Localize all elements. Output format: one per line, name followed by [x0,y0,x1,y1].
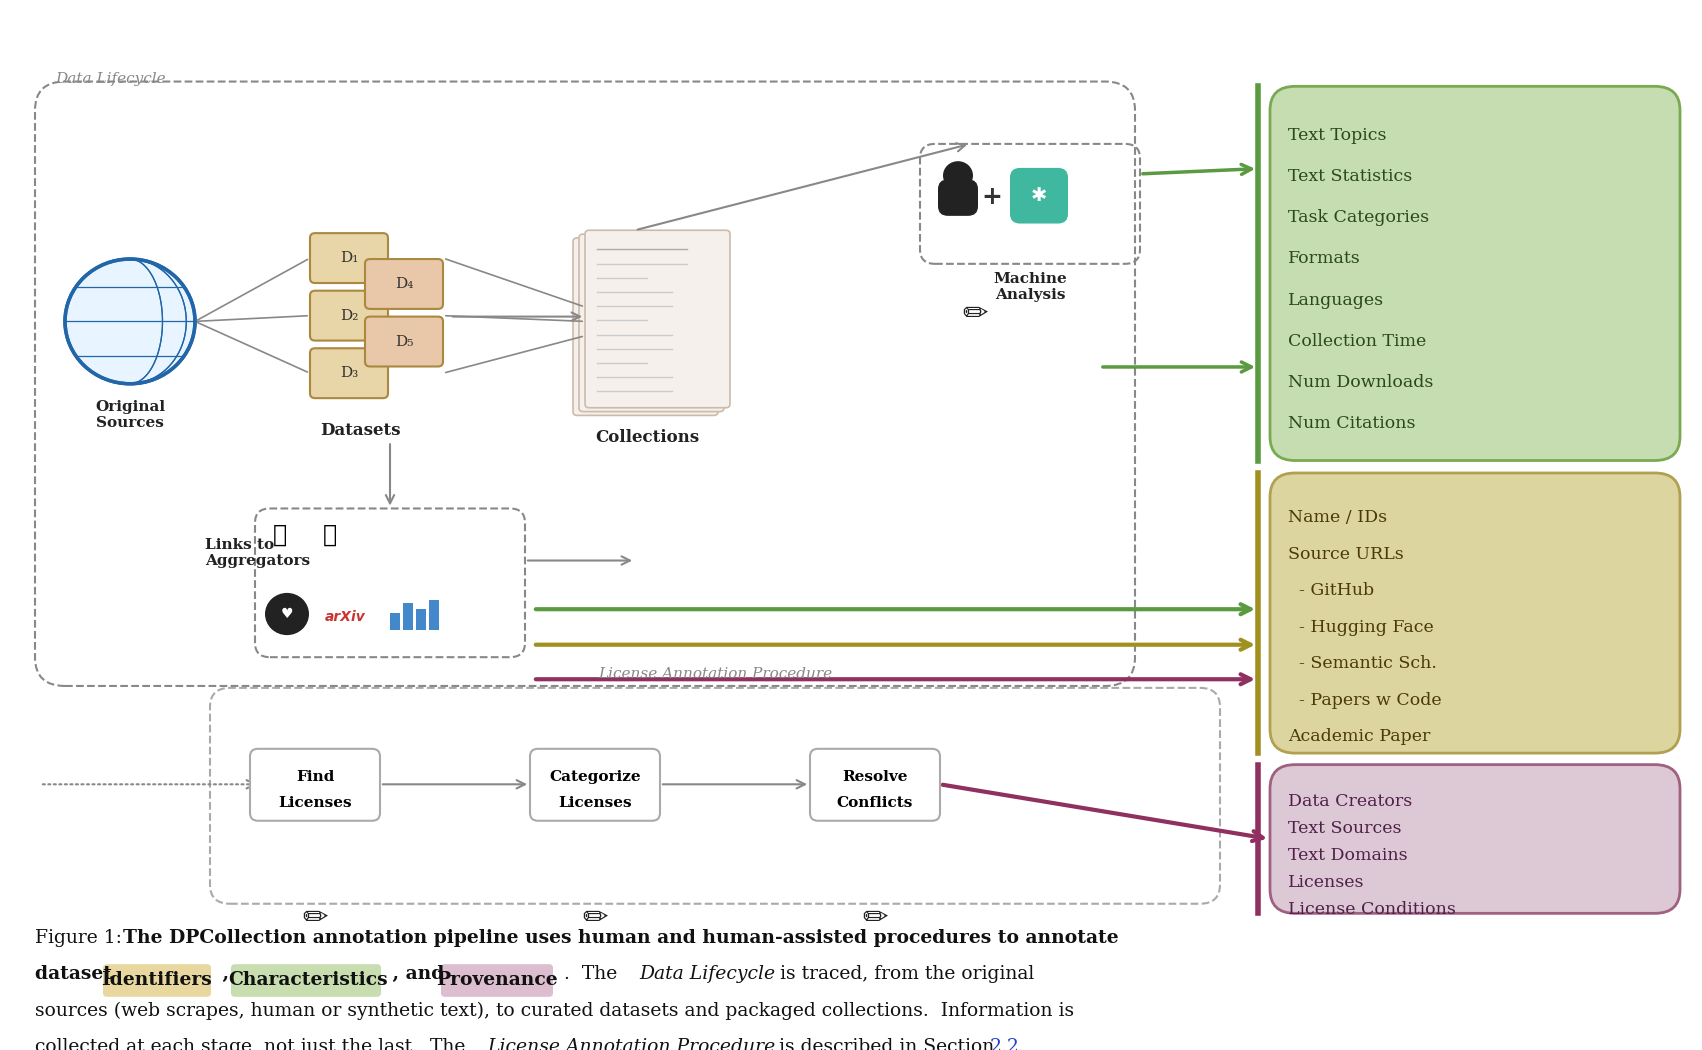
FancyBboxPatch shape [579,234,723,412]
FancyBboxPatch shape [250,749,380,821]
Text: Resolve: Resolve [842,770,907,783]
Text: ♥: ♥ [281,607,293,621]
Bar [390,613,400,630]
Bar [429,600,439,630]
Text: ✏: ✏ [582,904,608,932]
Text: Num Citations: Num Citations [1288,416,1416,433]
Bar [403,604,414,630]
Text: Data Lifecycle: Data Lifecycle [54,72,165,86]
Text: - Semantic Sch.: - Semantic Sch. [1288,655,1436,672]
Text: Licenses: Licenses [558,797,631,811]
Text: collected at each stage, not just the last.  The: collected at each stage, not just the la… [36,1038,471,1050]
Text: ✏: ✏ [863,904,888,932]
Text: Text Domains: Text Domains [1288,847,1408,864]
Text: .  The: . The [558,965,623,983]
Text: - Papers w Code: - Papers w Code [1288,692,1442,709]
Text: License Annotation Procedure: License Annotation Procedure [487,1038,774,1050]
Text: - GitHub: - GitHub [1288,583,1374,600]
Text: Academic Paper: Academic Paper [1288,729,1430,746]
Text: Find: Find [296,770,334,783]
Text: Machine
Analysis: Machine Analysis [994,272,1067,301]
Text: The DPCollection annotation pipeline uses human and human-assisted procedures to: The DPCollection annotation pipeline use… [123,928,1118,947]
Text: License Annotation Procedure: License Annotation Procedure [597,667,832,681]
Text: Text Statistics: Text Statistics [1288,168,1413,185]
Text: Text Topics: Text Topics [1288,127,1387,144]
FancyBboxPatch shape [585,230,730,407]
Text: Data Lifecycle: Data Lifecycle [638,965,774,983]
FancyBboxPatch shape [104,964,211,996]
Text: Original
Sources: Original Sources [95,400,165,430]
Text: Identifiers: Identifiers [102,971,213,989]
Text: ✏: ✏ [303,904,328,932]
Bar [415,609,426,630]
Text: ✱: ✱ [1031,186,1047,205]
Text: D₂: D₂ [340,309,357,322]
FancyBboxPatch shape [938,180,979,216]
Text: D₅: D₅ [395,335,414,349]
Text: Collections: Collections [596,428,700,446]
FancyBboxPatch shape [574,238,718,416]
FancyBboxPatch shape [310,291,388,340]
Text: Data Creators: Data Creators [1288,794,1413,811]
Text: dataset: dataset [36,965,119,983]
Text: is traced, from the original: is traced, from the original [774,965,1035,983]
Text: Collection Time: Collection Time [1288,333,1426,350]
Text: .: . [1018,1038,1023,1050]
FancyBboxPatch shape [310,233,388,284]
Circle shape [943,162,974,190]
Text: 🐻: 🐻 [323,523,337,547]
Text: Conflicts: Conflicts [837,797,914,811]
FancyBboxPatch shape [1270,472,1680,753]
FancyBboxPatch shape [1009,168,1067,224]
Text: Categorize: Categorize [550,770,642,783]
FancyBboxPatch shape [231,964,381,996]
Text: License Conditions: License Conditions [1288,901,1455,918]
FancyBboxPatch shape [810,749,940,821]
Text: Num Downloads: Num Downloads [1288,374,1433,392]
FancyBboxPatch shape [364,259,443,309]
Text: Languages: Languages [1288,292,1384,309]
Text: - Hugging Face: - Hugging Face [1288,618,1433,636]
Text: Provenance: Provenance [436,971,558,989]
Text: D₃: D₃ [340,366,357,380]
Text: 2.2: 2.2 [991,1038,1019,1050]
Text: , and: , and [386,965,451,983]
FancyBboxPatch shape [310,349,388,398]
Text: ,: , [216,965,235,983]
Text: Task Categories: Task Categories [1288,209,1430,226]
FancyBboxPatch shape [441,964,553,996]
Text: 📋: 📋 [272,523,288,547]
Text: Source URLs: Source URLs [1288,546,1404,563]
Text: arΧiv: arΧiv [325,610,366,624]
Text: Licenses: Licenses [277,797,352,811]
Text: Links to
Aggregators: Links to Aggregators [204,538,310,568]
FancyBboxPatch shape [364,317,443,366]
Circle shape [266,593,310,635]
Text: Figure 1:: Figure 1: [36,928,128,947]
Text: Licenses: Licenses [1288,874,1365,891]
FancyBboxPatch shape [1270,764,1680,914]
Text: D₁: D₁ [340,251,357,265]
Text: Text Sources: Text Sources [1288,820,1401,837]
FancyBboxPatch shape [529,749,660,821]
Text: sources (web scrapes, human or synthetic text), to curated datasets and packaged: sources (web scrapes, human or synthetic… [36,1002,1074,1020]
Circle shape [65,259,196,383]
Text: Formats: Formats [1288,250,1362,268]
Text: ✏: ✏ [962,300,987,330]
Text: D₄: D₄ [395,277,414,291]
FancyBboxPatch shape [1270,86,1680,461]
Text: +: + [982,185,1002,209]
Text: Characteristics: Characteristics [228,971,388,989]
Text: is described in Section: is described in Section [773,1038,1001,1050]
Text: Name / IDs: Name / IDs [1288,509,1387,526]
Text: Datasets: Datasets [320,422,400,439]
